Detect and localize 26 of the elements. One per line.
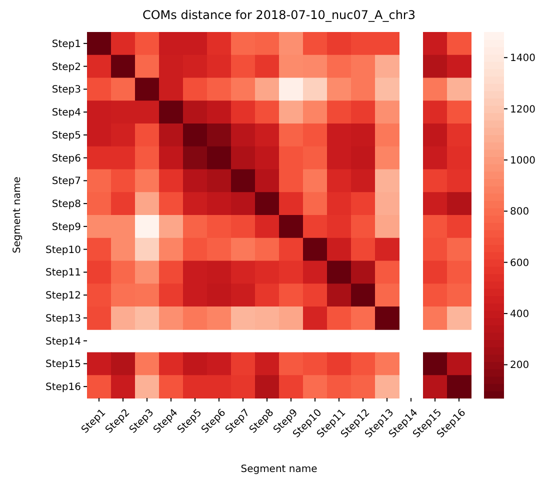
color-bar-label: 400 xyxy=(510,309,530,320)
y-tick-label: Step10 xyxy=(46,244,81,256)
color-bar-label: 1400 xyxy=(510,53,536,64)
y-tick-label: Step5 xyxy=(52,130,81,142)
y-tick-label: Step1 xyxy=(52,38,81,50)
y-tick-label: Step3 xyxy=(52,84,81,96)
y-tick-label: Step4 xyxy=(52,108,81,119)
y-tick-label: Step15 xyxy=(46,359,81,370)
y-tick-label: Step9 xyxy=(52,222,81,233)
chart-title: COMs distance for 2018-07-10_nuc07_A_chr3 xyxy=(142,8,416,22)
y-axis-title: Segment name xyxy=(12,176,23,254)
y-tick-label: Step7 xyxy=(52,176,81,188)
y-tick-label: Step14 xyxy=(46,336,81,348)
y-tick-label: Step6 xyxy=(52,153,81,164)
color-bar-label: 800 xyxy=(510,206,530,218)
color-bar-label: 1000 xyxy=(510,155,536,166)
color-bar-label: 600 xyxy=(510,258,530,269)
y-tick-label: Step13 xyxy=(46,313,81,324)
y-tick-label: Step16 xyxy=(46,382,81,394)
color-bar-label: 200 xyxy=(510,360,530,372)
color-bar-label: 1200 xyxy=(510,104,536,116)
y-tick-label: Step12 xyxy=(46,290,81,302)
y-tick-label: Step2 xyxy=(52,62,81,73)
y-tick-label: Step11 xyxy=(46,268,81,279)
y-tick-label: Step8 xyxy=(52,199,81,210)
x-axis-title: Segment name xyxy=(240,464,318,475)
